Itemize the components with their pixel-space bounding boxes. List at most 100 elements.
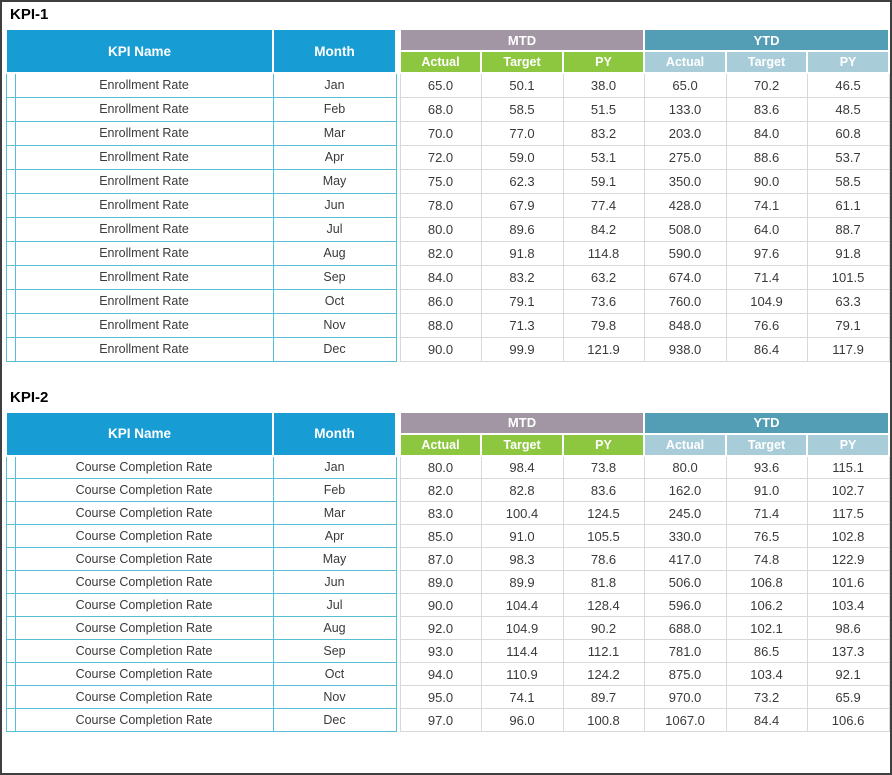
ytd-py-value-cell: 98.6	[806, 616, 890, 640]
mtd-actual-value-cell: 90.0	[399, 336, 482, 362]
spacer-cell	[5, 616, 16, 640]
mtd-target-value-cell: 100.4	[480, 501, 564, 525]
mtd-target-value-cell: 59.0	[480, 144, 564, 170]
month-cell: Sep	[272, 639, 397, 663]
ytd-target-value-cell: 90.0	[725, 168, 808, 194]
column-gap	[396, 570, 400, 594]
kpi-name-cell: Enrollment Rate	[14, 144, 274, 170]
mtd-target-header: Target	[480, 50, 564, 74]
table-row: Enrollment Rate Oct 86.0 79.1 73.6 760.0 104.9…	[5, 288, 890, 314]
table-row: Course Completion Rate Apr 85.0 91.0 105.5 33…	[5, 524, 890, 548]
mtd-py-header: PY	[561, 432, 646, 457]
ytd-actual-value-cell: 596.0	[643, 593, 727, 617]
mtd-target-value-cell: 114.4	[480, 639, 564, 663]
kpi-name-cell: Enrollment Rate	[14, 240, 274, 266]
ytd-actual-value-cell: 674.0	[643, 264, 727, 290]
kpi-name-cell: Enrollment Rate	[14, 168, 274, 194]
month-cell: Nov	[272, 685, 397, 709]
ytd-py-value-cell: 63.3	[806, 288, 890, 314]
ytd-target-value-cell: 106.8	[725, 570, 808, 594]
month-cell: Nov	[272, 312, 397, 338]
mtd-py-value-cell: 59.1	[562, 168, 645, 194]
month-cell: Apr	[272, 524, 397, 548]
mtd-py-value-cell: 73.6	[562, 288, 645, 314]
ytd-target-value-cell: 73.2	[725, 685, 808, 709]
ytd-actual-value-cell: 275.0	[643, 144, 727, 170]
table-row: Enrollment Rate Mar 70.0 77.0 83.2 203.0 84.0 6…	[5, 120, 890, 146]
mtd-py-value-cell: 84.2	[562, 216, 645, 242]
kpi-name-cell: Enrollment Rate	[14, 288, 274, 314]
column-gap	[396, 639, 400, 663]
table-row: Enrollment Rate Jul 80.0 89.6 84.2 508.0 64.0 8…	[5, 216, 890, 242]
ytd-group-header: YTD	[643, 28, 890, 52]
ytd-target-value-cell: 71.4	[725, 501, 808, 525]
spacer-cell	[5, 264, 16, 290]
mtd-target-value-cell: 89.9	[480, 570, 564, 594]
spacer-cell	[5, 570, 16, 594]
column-gap	[396, 411, 400, 456]
mtd-py-value-cell: 112.1	[562, 639, 645, 663]
ytd-py-value-cell: 137.3	[806, 639, 890, 663]
ytd-actual-value-cell: 245.0	[643, 501, 727, 525]
ytd-target-value-cell: 84.0	[725, 120, 808, 146]
mtd-target-value-cell: 67.9	[480, 192, 564, 218]
month-cell: May	[272, 168, 397, 194]
ytd-py-value-cell: 101.6	[806, 570, 890, 594]
table-row: Enrollment Rate Sep 84.0 83.2 63.2 674.0 71.4 1…	[5, 264, 890, 290]
table-row: Enrollment Rate Feb 68.0 58.5 51.5 133.0 83.6 4…	[5, 96, 890, 122]
column-gap	[396, 217, 400, 241]
mtd-actual-value-cell: 88.0	[399, 312, 482, 338]
kpi-name-cell: Course Completion Rate	[14, 524, 274, 548]
mtd-py-value-cell: 77.4	[562, 192, 645, 218]
spacer-cell	[5, 288, 16, 314]
column-gap	[396, 265, 400, 289]
mtd-py-value-cell: 83.2	[562, 120, 645, 146]
ytd-actual-value-cell: 133.0	[643, 96, 727, 122]
kpi-name-cell: Course Completion Rate	[14, 616, 274, 640]
mtd-group-header: MTD	[398, 28, 646, 52]
mtd-actual-value-cell: 86.0	[399, 288, 482, 314]
kpi1-table-body: Enrollment Rate Jan 65.0 50.1 38.0 65.0 70.2 46…	[5, 72, 890, 362]
month-cell: Mar	[272, 501, 397, 525]
spacer-cell	[5, 120, 16, 146]
column-gap	[396, 121, 400, 145]
spacer-cell	[5, 662, 16, 686]
table-row: Course Completion Rate Feb 82.0 82.8 83.6 162…	[5, 478, 890, 502]
month-cell: May	[272, 547, 397, 571]
table-row: Course Completion Rate Oct 94.0 110.9 124.2 8…	[5, 662, 890, 686]
mtd-actual-value-cell: 94.0	[399, 662, 482, 686]
ytd-py-value-cell: 122.9	[806, 547, 890, 571]
ytd-actual-header: Actual	[643, 50, 728, 74]
kpi1-title: KPI-1	[10, 6, 49, 23]
mtd-actual-value-cell: 97.0	[399, 708, 482, 732]
ytd-py-value-cell: 48.5	[806, 96, 890, 122]
mtd-target-value-cell: 82.8	[480, 478, 564, 502]
kpi-name-column-header: KPI Name	[5, 28, 274, 74]
mtd-py-value-cell: 81.8	[562, 570, 645, 594]
spacer-cell	[5, 478, 16, 502]
column-gap	[396, 455, 400, 479]
ytd-actual-header: Actual	[643, 432, 728, 457]
ytd-py-value-cell: 65.9	[806, 685, 890, 709]
mtd-target-value-cell: 91.0	[480, 524, 564, 548]
ytd-py-value-cell: 88.7	[806, 216, 890, 242]
mtd-target-value-cell: 98.4	[480, 455, 564, 479]
column-gap	[396, 313, 400, 337]
mtd-py-value-cell: 73.8	[562, 455, 645, 479]
column-gap	[396, 29, 400, 73]
ytd-actual-value-cell: 330.0	[643, 524, 727, 548]
mtd-target-value-cell: 96.0	[480, 708, 564, 732]
column-gap	[396, 616, 400, 640]
column-gap	[396, 73, 400, 97]
mtd-py-value-cell: 63.2	[562, 264, 645, 290]
table-row: Course Completion Rate Jun 89.0 89.9 81.8 506…	[5, 570, 890, 594]
mtd-py-value-cell: 79.8	[562, 312, 645, 338]
ytd-actual-value-cell: 428.0	[643, 192, 727, 218]
ytd-actual-value-cell: 203.0	[643, 120, 727, 146]
ytd-actual-value-cell: 938.0	[643, 336, 727, 362]
spacer-cell	[5, 144, 16, 170]
month-cell: Jul	[272, 216, 397, 242]
kpi-name-cell: Course Completion Rate	[14, 593, 274, 617]
mtd-actual-value-cell: 70.0	[399, 120, 482, 146]
table-row: Enrollment Rate Jan 65.0 50.1 38.0 65.0 70.2 46…	[5, 72, 890, 98]
